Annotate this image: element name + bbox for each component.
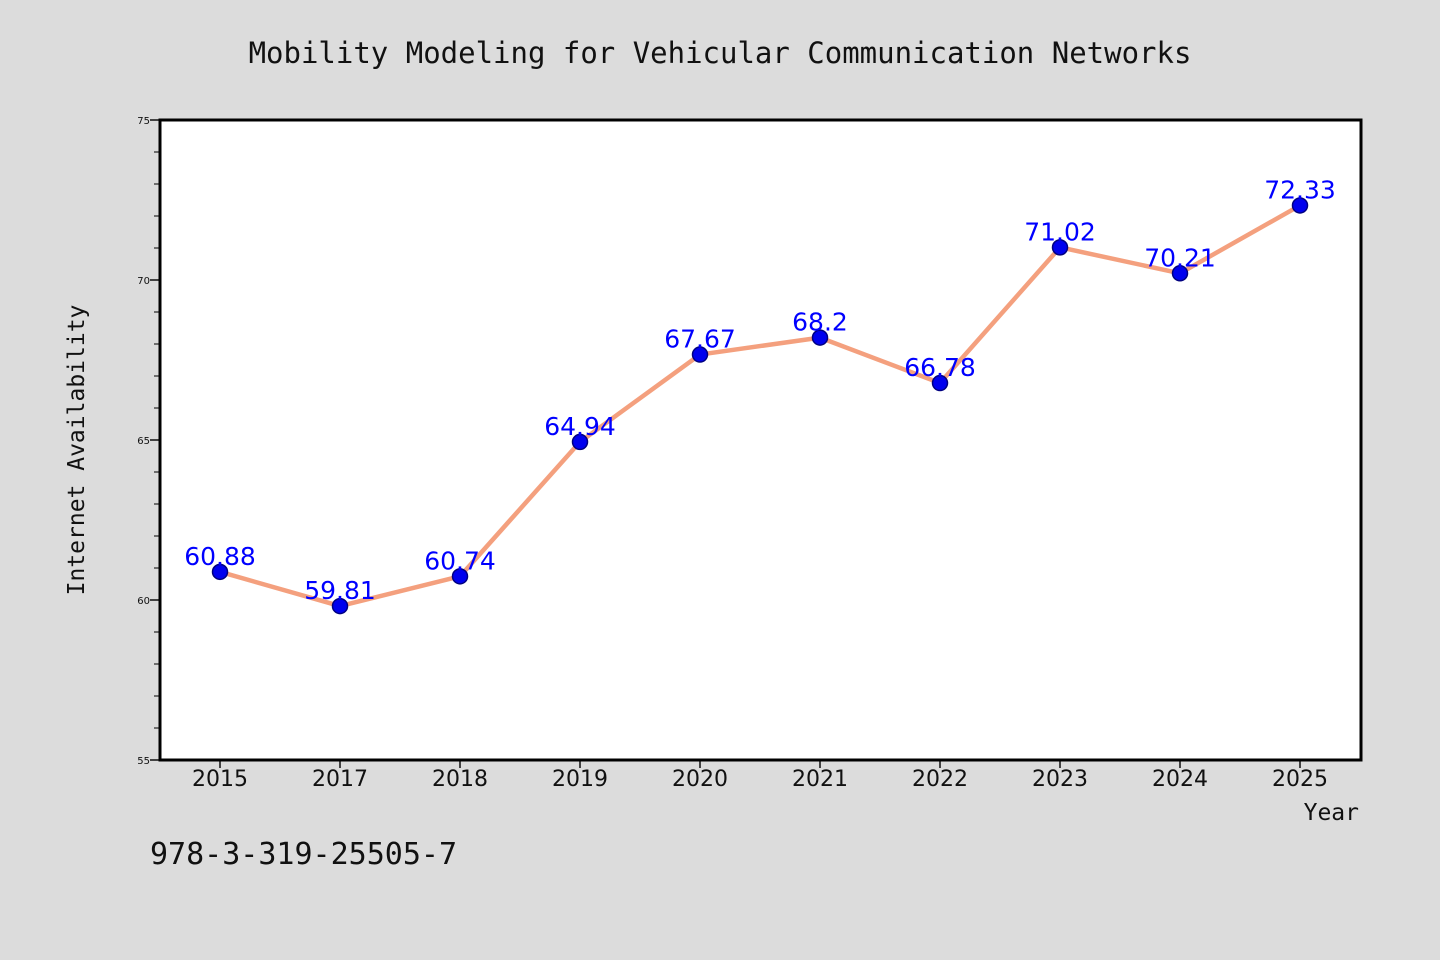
data-point — [571, 433, 589, 451]
x-tick-label: 2015 — [192, 767, 248, 792]
data-labels-layer: 60.88 59.81 60.74 64.94 67.67 68.2 66.78 71.02 7… — [184, 175, 1336, 605]
data-label: 64.94 — [544, 412, 616, 441]
data-point — [811, 329, 829, 346]
data-point — [1171, 265, 1189, 282]
data-point — [451, 568, 469, 585]
data-label: 71.02 — [1024, 217, 1096, 246]
x-tick-label: 2018 — [432, 767, 488, 792]
series-layer — [211, 197, 1309, 615]
y-tick-label: 65 — [137, 436, 150, 447]
data-point — [1291, 197, 1309, 214]
series-line — [217, 203, 1303, 609]
x-tick-label: 2020 — [672, 767, 728, 792]
data-point — [931, 374, 949, 392]
y-tick-label: 75 — [137, 116, 150, 127]
data-label: 59.81 — [304, 576, 376, 605]
data-point — [1051, 239, 1069, 256]
data-label: 60.74 — [424, 546, 496, 575]
x-tick-label: 2019 — [552, 767, 608, 792]
x-tick-label: 2017 — [312, 767, 368, 792]
y-axis: 55 60 65 70 75 — [137, 116, 160, 767]
data-point — [331, 597, 349, 615]
x-tick-label: 2025 — [1272, 767, 1328, 792]
x-tick-label: 2022 — [912, 767, 968, 792]
data-label: 67.67 — [664, 325, 736, 354]
data-label: 72.33 — [1264, 175, 1336, 204]
data-label: 66.78 — [904, 353, 976, 382]
data-point — [211, 563, 229, 581]
data-label: 60.88 — [184, 542, 256, 571]
x-axis: 2015 2017 2018 2019 2020 2021 2022 2023 2024 2025 — [192, 760, 1328, 792]
plot-area — [158, 118, 1363, 762]
chart-title: Mobility Modeling for Vehicular Communic… — [249, 36, 1192, 70]
data-label: 68.2 — [792, 308, 848, 337]
y-tick-label: 70 — [137, 276, 150, 287]
x-tick-label: 2021 — [792, 767, 848, 792]
x-tick-label: 2023 — [1032, 767, 1088, 792]
isbn-footer: 978-3-319-25505-7 — [150, 837, 457, 872]
y-tick-label: 55 — [137, 756, 150, 767]
data-point — [691, 346, 709, 363]
x-tick-label: 2024 — [1152, 767, 1208, 792]
y-axis-label: Internet Availability — [64, 305, 90, 596]
y-tick-label: 60 — [137, 596, 150, 607]
data-label: 70.21 — [1144, 243, 1216, 272]
x-axis-label: Year — [1304, 800, 1359, 826]
